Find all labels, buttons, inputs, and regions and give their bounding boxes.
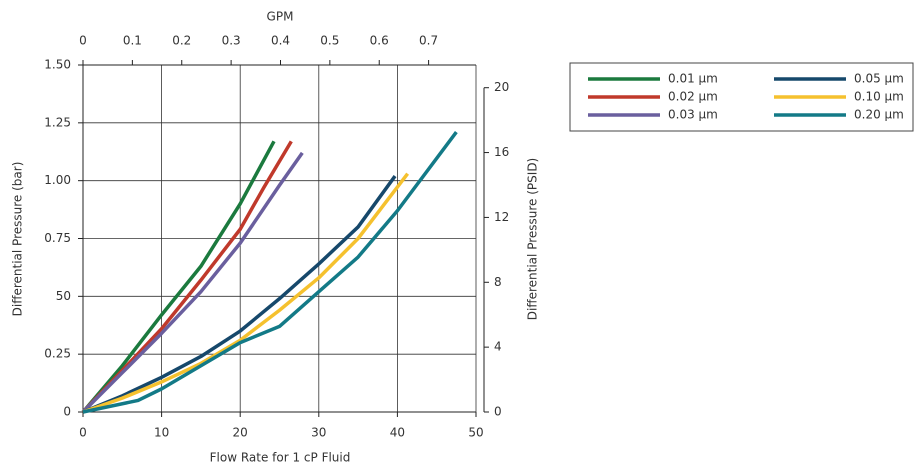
y-tick-label: 1.25: [44, 115, 71, 129]
x2-tick-label: 0.7: [419, 34, 438, 48]
y2-tick-label: 0: [494, 405, 502, 419]
x2-tick-label: 0.1: [123, 34, 142, 48]
y-tick-label: 50: [56, 289, 71, 303]
x2-tick-label: 0.5: [320, 34, 339, 48]
x2-tick-label: 0.4: [271, 34, 290, 48]
legend-label: 0.01 µm: [668, 72, 718, 86]
y-tick-label: 0.25: [44, 347, 71, 361]
x2-tick-label: 0.6: [370, 34, 389, 48]
series-line: [82, 131, 458, 414]
legend-label: 0.05 µm: [854, 72, 904, 86]
x-tick-label: 30: [311, 426, 326, 440]
y2-tick-label: 12: [494, 210, 509, 224]
y2-axis-label: Differential Pressure (PSID): [526, 158, 540, 320]
series-line: [81, 140, 276, 414]
series-line: [82, 172, 410, 414]
x-tick-label: 10: [154, 426, 169, 440]
x-tick-label: 50: [468, 426, 483, 440]
x-tick-label: 0: [79, 426, 87, 440]
y2-tick-label: 16: [494, 145, 509, 159]
legend-label: 0.02 µm: [668, 90, 718, 104]
legend-label: 0.10 µm: [854, 90, 904, 104]
series-line: [82, 175, 397, 414]
y-tick-label: 0.75: [44, 231, 71, 245]
y-tick-label: 0: [63, 405, 71, 419]
y2-tick-label: 20: [494, 80, 509, 94]
y2-tick-label: 4: [494, 340, 502, 354]
x-tick-label: 40: [390, 426, 405, 440]
x2-tick-label: 0: [79, 34, 87, 48]
legend-label: 0.20 µm: [854, 108, 904, 122]
y-axis-label: Differential Pressure (bar): [11, 162, 25, 317]
series-line: [81, 151, 304, 414]
legend-label: 0.03 µm: [668, 108, 718, 122]
legend-box: [569, 62, 914, 132]
x2-axis-label: GPM: [267, 10, 294, 24]
y-tick-label: 1.50: [44, 58, 71, 72]
y-tick-label: 1.00: [44, 173, 71, 187]
x2-tick-label: 0.3: [222, 34, 241, 48]
y2-tick-label: 8: [494, 275, 502, 289]
x2-tick-label: 0.2: [172, 34, 191, 48]
x-tick-label: 20: [233, 426, 248, 440]
x-axis-label: Flow Rate for 1 cP Fluid: [210, 451, 351, 465]
